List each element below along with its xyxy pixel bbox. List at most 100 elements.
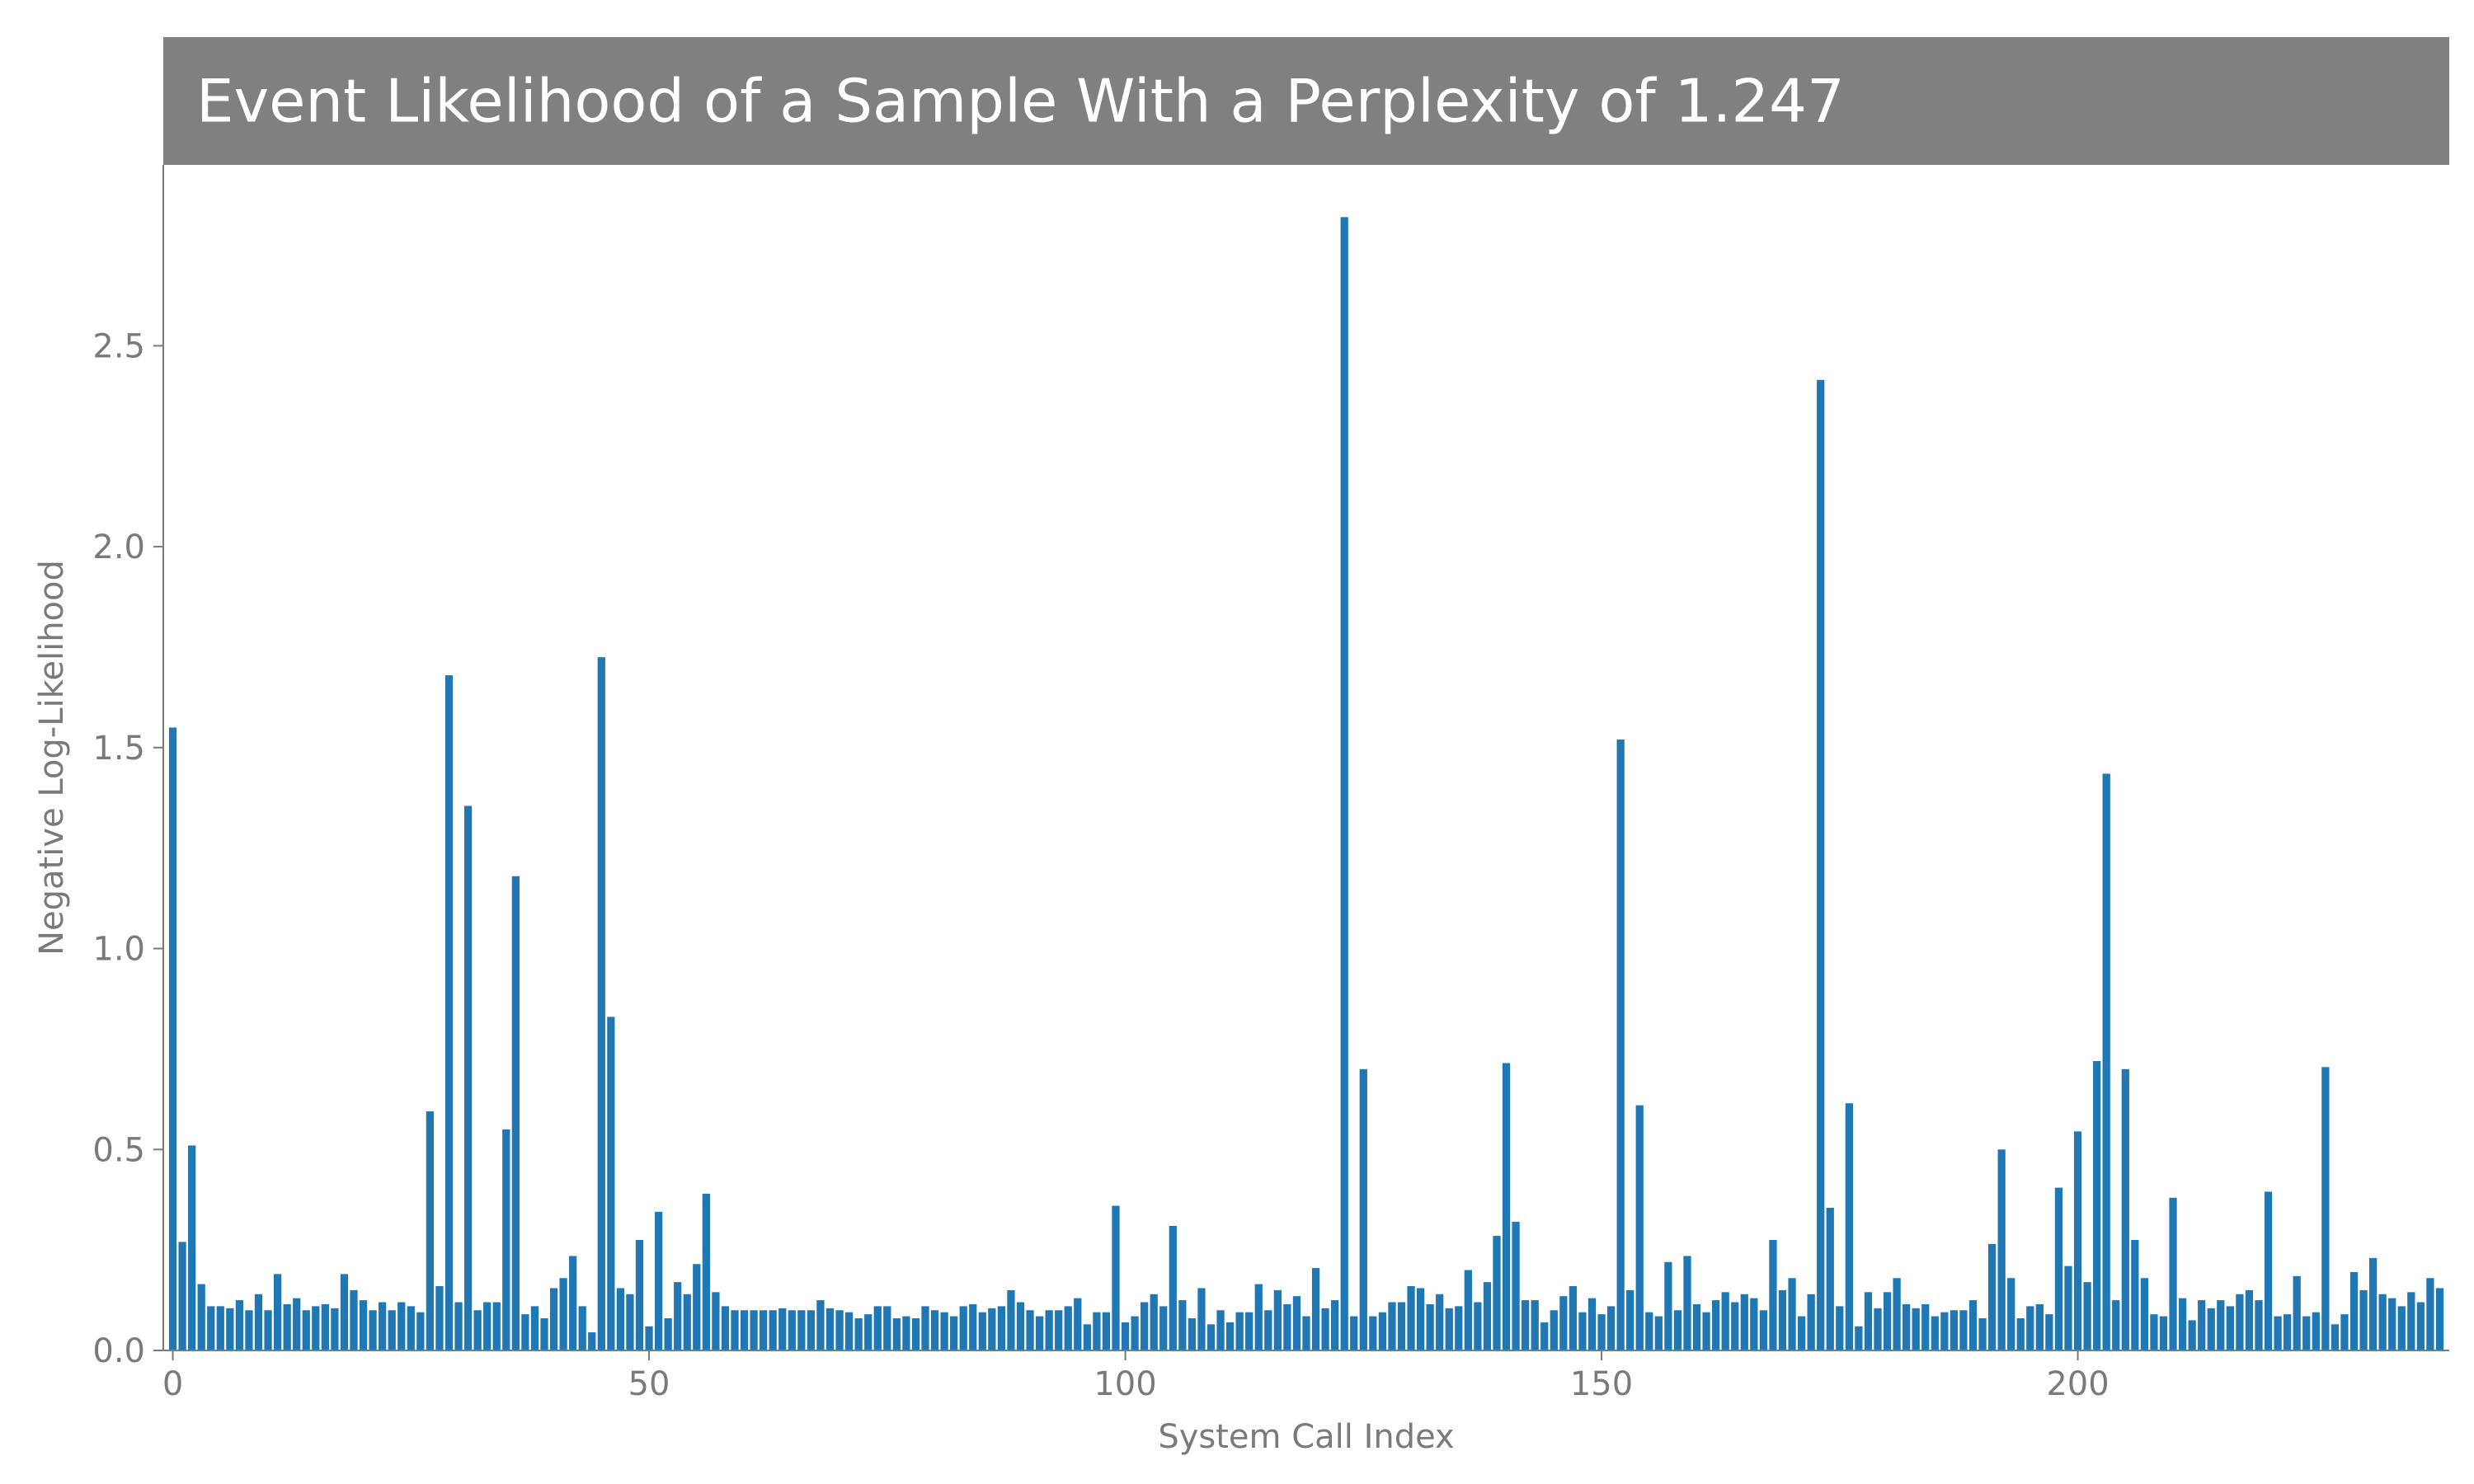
bar xyxy=(1016,1302,1025,1350)
bar xyxy=(597,657,605,1350)
bar xyxy=(1121,1322,1130,1350)
bar xyxy=(1464,1270,1472,1350)
bar xyxy=(1731,1302,1739,1350)
bar xyxy=(1968,1300,1978,1350)
bar xyxy=(740,1310,749,1350)
bar xyxy=(2226,1306,2234,1350)
bar xyxy=(2217,1300,2225,1350)
bar xyxy=(1950,1310,1959,1350)
x-tick-label: 150 xyxy=(1570,1365,1633,1403)
bar xyxy=(1569,1286,1578,1350)
bar xyxy=(283,1303,291,1350)
bar xyxy=(216,1306,224,1350)
x-tick-label: 50 xyxy=(628,1365,670,1403)
bar-series xyxy=(168,217,2444,1350)
bar xyxy=(1616,740,1625,1350)
bar xyxy=(1311,1268,1320,1350)
bar xyxy=(1893,1278,1901,1350)
bar xyxy=(207,1306,215,1350)
bar xyxy=(540,1318,548,1350)
bar xyxy=(626,1294,634,1350)
bar xyxy=(2340,1314,2349,1350)
bar xyxy=(921,1306,929,1350)
bar xyxy=(2207,1308,2215,1350)
bar xyxy=(2245,1289,2254,1350)
bar xyxy=(1712,1300,1720,1350)
bar xyxy=(2178,1298,2187,1350)
bar xyxy=(1055,1310,1063,1350)
y-tick-label: 1.5 xyxy=(92,730,145,768)
bar xyxy=(521,1314,529,1350)
bar xyxy=(407,1306,415,1350)
bar xyxy=(388,1310,396,1350)
x-tick-label: 0 xyxy=(162,1365,183,1403)
bar xyxy=(1350,1316,1358,1350)
bar xyxy=(1426,1303,1434,1350)
bar xyxy=(769,1310,777,1350)
bar xyxy=(2054,1187,2063,1350)
x-tick-label: 100 xyxy=(1094,1365,1156,1403)
bar xyxy=(1778,1289,1787,1350)
bar xyxy=(2064,1266,2072,1350)
bar xyxy=(1369,1316,1377,1350)
bar xyxy=(369,1310,377,1350)
bar xyxy=(1750,1298,1758,1350)
bar xyxy=(778,1308,787,1350)
y-axis-label: Negative Log-Likelihood xyxy=(33,560,71,956)
bar xyxy=(1206,1324,1216,1350)
bar xyxy=(1359,1068,1367,1350)
bar xyxy=(2121,1068,2129,1350)
bar xyxy=(2007,1278,2015,1350)
bar xyxy=(2026,1306,2034,1350)
bar xyxy=(1836,1306,1844,1350)
bar xyxy=(1645,1312,1653,1350)
bar xyxy=(1512,1222,1520,1350)
bar xyxy=(1035,1316,1044,1350)
bar xyxy=(2035,1303,2044,1350)
bar xyxy=(645,1326,653,1350)
bar xyxy=(435,1286,444,1350)
bar xyxy=(502,1129,510,1350)
bar xyxy=(1597,1314,1606,1350)
bar xyxy=(892,1318,901,1350)
bar xyxy=(359,1300,368,1350)
bar xyxy=(321,1303,329,1350)
bar xyxy=(835,1310,844,1350)
bar xyxy=(511,876,520,1350)
bar xyxy=(1007,1289,1015,1350)
bar xyxy=(1445,1308,1453,1350)
bar xyxy=(635,1239,644,1350)
bar xyxy=(2169,1197,2177,1350)
bar xyxy=(264,1310,272,1350)
bar xyxy=(978,1312,986,1350)
bar xyxy=(1817,379,1825,1350)
bar xyxy=(1692,1303,1701,1350)
bar xyxy=(1292,1296,1301,1350)
bar xyxy=(1254,1284,1263,1350)
bar xyxy=(188,1145,196,1350)
bar xyxy=(1664,1261,1672,1350)
bar xyxy=(1112,1205,1120,1350)
bar xyxy=(1807,1294,1815,1350)
bar xyxy=(911,1318,920,1350)
bar xyxy=(178,1242,186,1350)
bar xyxy=(2284,1314,2292,1350)
bar xyxy=(426,1111,435,1350)
bar xyxy=(607,1017,615,1350)
bar xyxy=(1921,1303,1930,1350)
bar xyxy=(988,1308,996,1350)
bar xyxy=(2264,1191,2273,1350)
bar xyxy=(1531,1300,1539,1350)
bar xyxy=(1302,1316,1310,1350)
bar xyxy=(1987,1243,1997,1350)
bar xyxy=(2378,1294,2387,1350)
bar xyxy=(492,1302,501,1350)
bar xyxy=(397,1302,406,1350)
x-axis-ticks: 0 50 100 150 200 xyxy=(162,1350,2109,1403)
bar xyxy=(1245,1312,1253,1350)
bar xyxy=(1769,1239,1777,1350)
bar xyxy=(959,1306,967,1350)
bar xyxy=(379,1302,387,1350)
bar xyxy=(2045,1314,2053,1350)
bar xyxy=(1654,1316,1663,1350)
